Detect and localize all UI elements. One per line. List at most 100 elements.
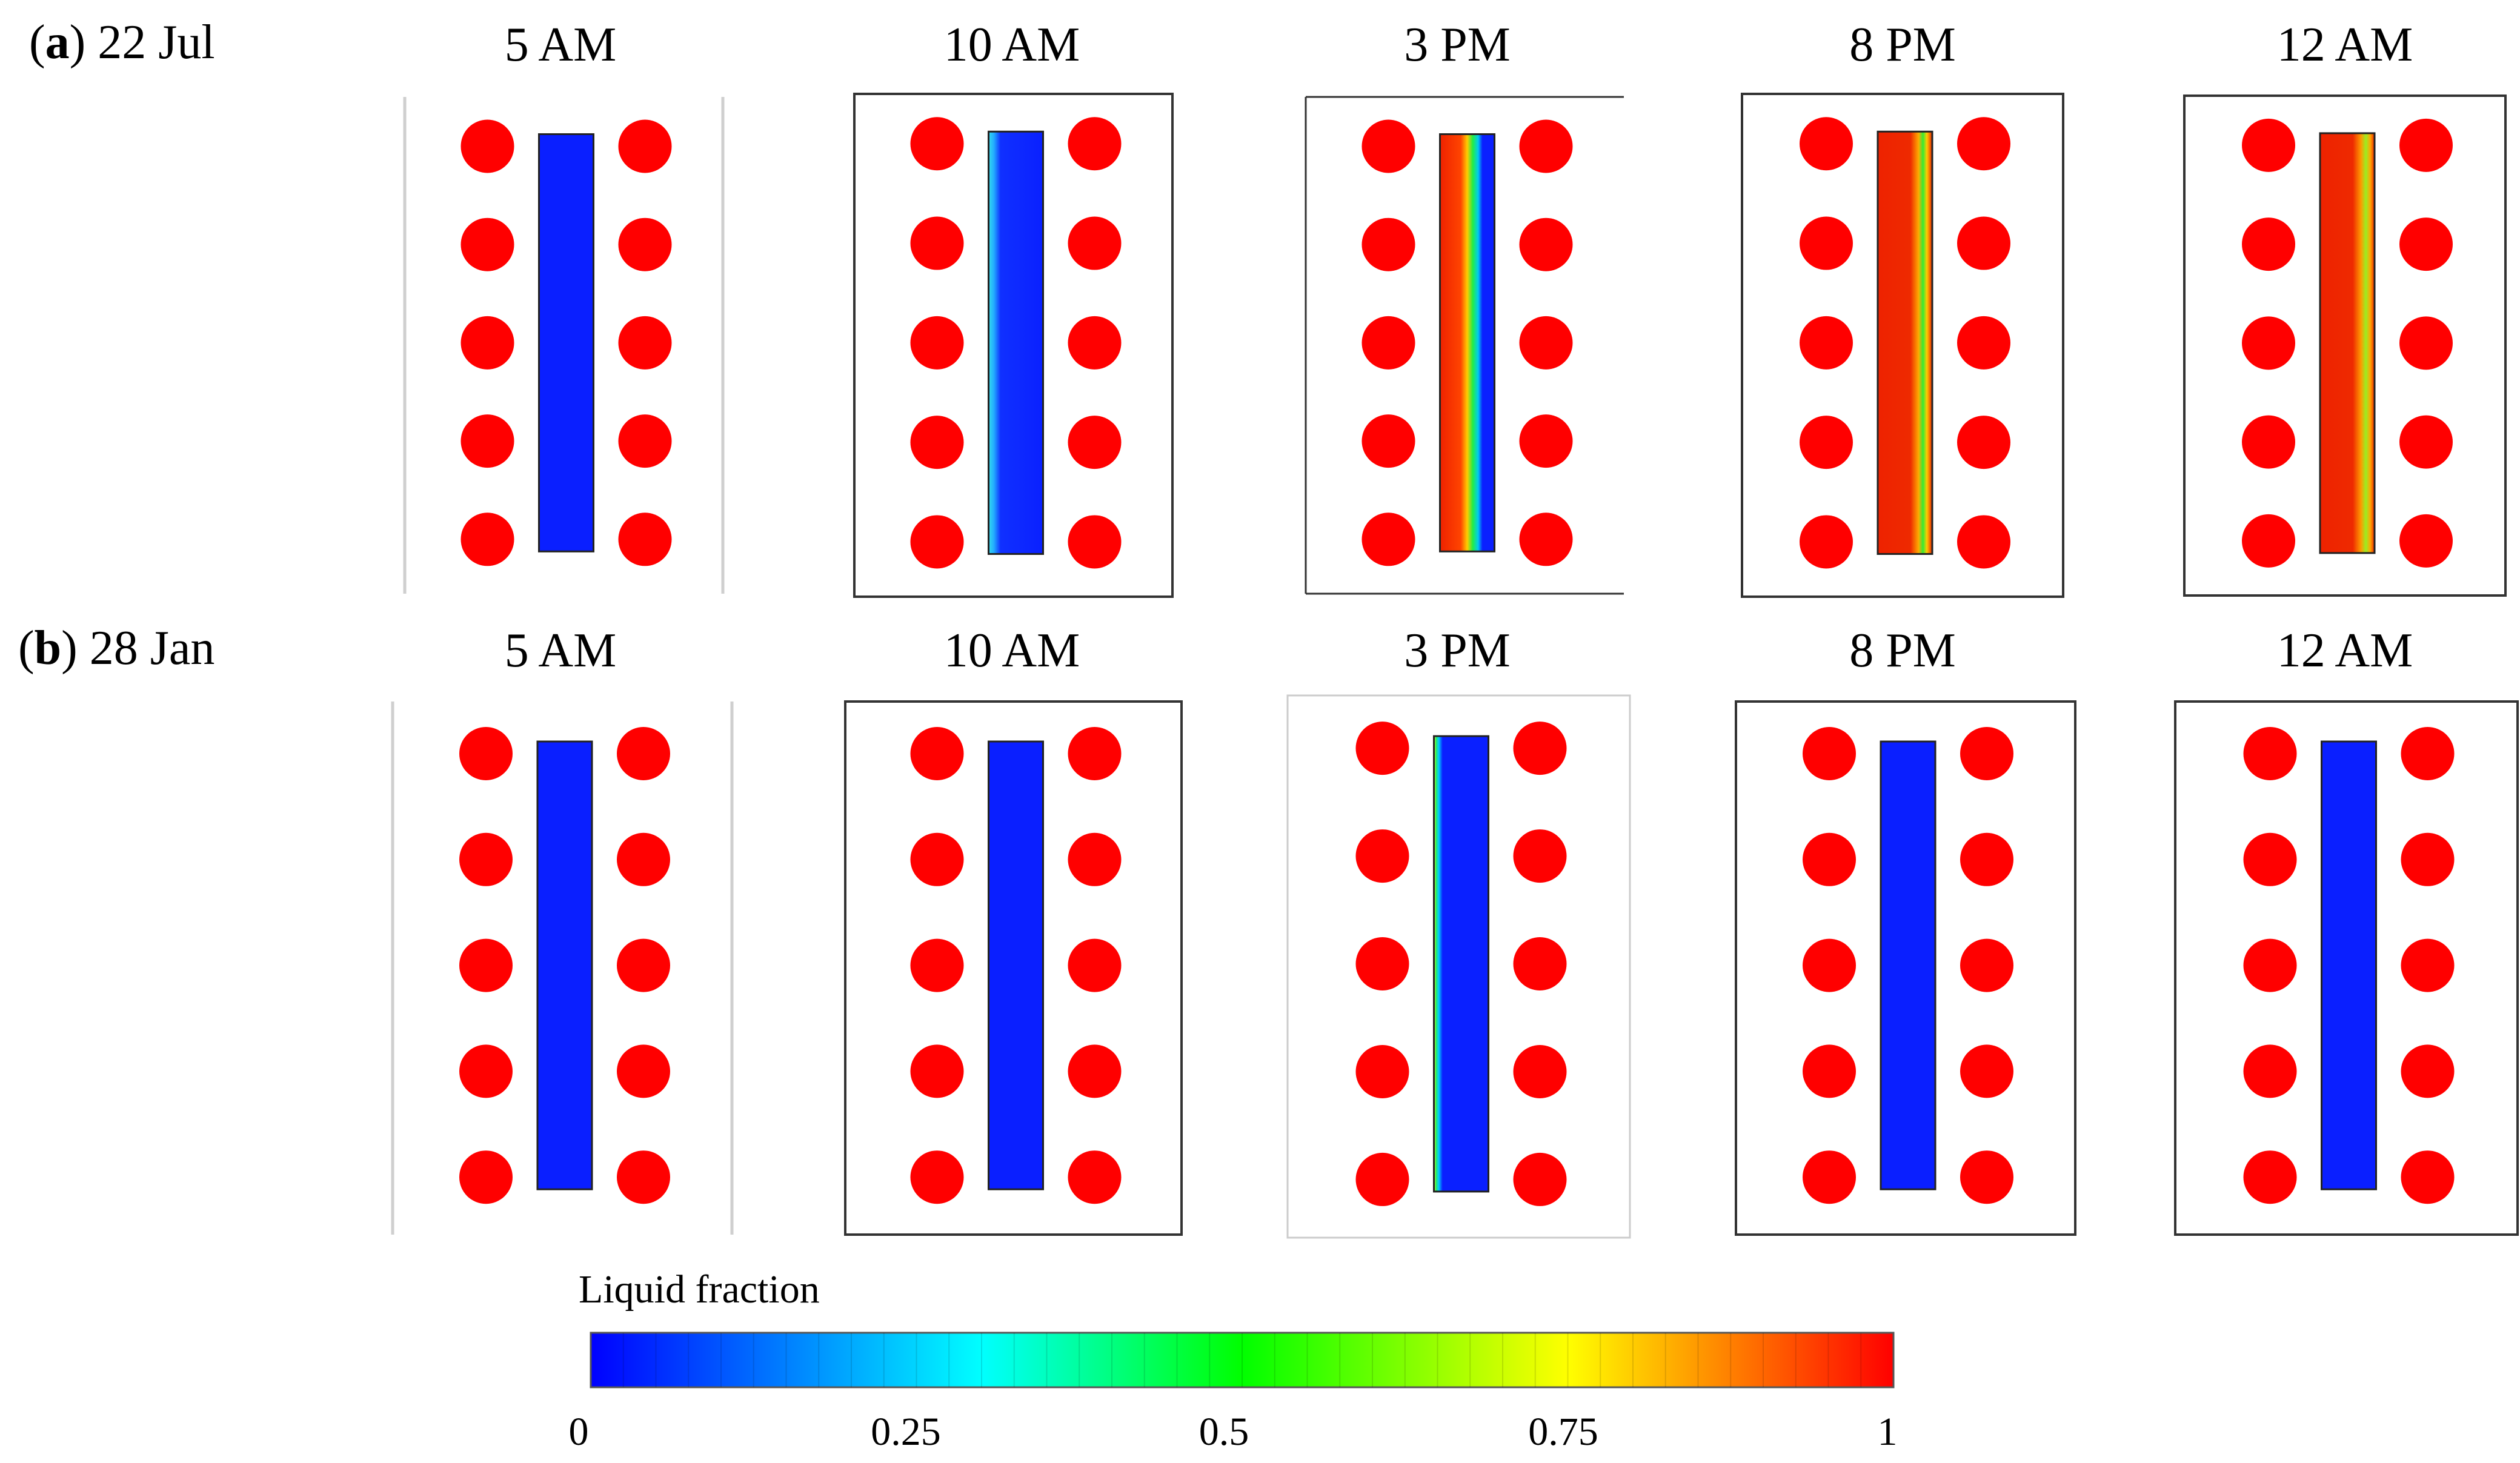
heat-tube-circle (1361, 217, 1415, 271)
heat-tube-circle (460, 414, 514, 468)
heat-tube-circle (1355, 829, 1409, 883)
simulation-panel (391, 702, 734, 1235)
colorbar-title: Liquid fraction (579, 1267, 820, 1312)
row-b-time-title: 5 AM (505, 624, 617, 677)
row-b-time-title: 3 PM (1404, 624, 1511, 677)
heat-tube-circle (1361, 119, 1415, 173)
pcm-slab (1877, 130, 1933, 555)
heat-tube-circle (1957, 316, 2010, 370)
pcm-slab (538, 133, 594, 552)
heat-tube-circle (1361, 316, 1415, 370)
colorbar-tick-label: 0.25 (871, 1410, 941, 1454)
row-a-time-title: 10 AM (944, 18, 1080, 71)
panel-frame (844, 700, 1183, 1236)
heat-tube-circle (1519, 316, 1573, 370)
heat-tube-circle (2401, 832, 2455, 886)
heat-tube-circle (1957, 416, 2010, 469)
heat-tube-circle (1068, 216, 1122, 270)
heat-tube-circle (1355, 1152, 1409, 1206)
heat-tube-circle (910, 1044, 964, 1098)
heat-tube-circle (2399, 316, 2453, 370)
heat-tube-circle (910, 117, 964, 171)
heat-tube-circle (1513, 1152, 1567, 1206)
heat-tube-circle (618, 414, 672, 468)
simulation-panel (2183, 95, 2507, 597)
heat-tube-circle (1803, 1044, 1856, 1098)
pcm-slab (2319, 132, 2376, 554)
heat-tube-circle (1960, 832, 2013, 886)
heat-tube-circle (459, 832, 513, 886)
heat-tube-circle (2401, 1044, 2455, 1098)
heat-tube-circle (617, 1150, 670, 1204)
heat-tube-circle (2243, 1044, 2297, 1098)
pcm-slab (988, 740, 1044, 1190)
colorbar-gradient (590, 1332, 1895, 1388)
row-a-label: (a) 22 Jul (29, 16, 215, 69)
heat-tube-circle (1803, 1150, 1856, 1204)
heat-tube-circle (2242, 316, 2295, 370)
panels-group (391, 93, 2519, 1239)
heat-tube-circle (1957, 515, 2010, 569)
heat-tube-circle (1068, 938, 1122, 992)
simulation-panel (403, 97, 725, 594)
row-b-date: 28 Jan (90, 622, 215, 675)
heat-tube-circle (910, 727, 964, 780)
heat-tube-circle (1960, 727, 2013, 780)
heat-tube-circle (1519, 119, 1573, 173)
heat-tube-circle (2399, 415, 2453, 469)
row-a-letter: a (45, 16, 70, 69)
pcm-slab (2321, 740, 2377, 1190)
simulation-panel (1286, 694, 1631, 1239)
panel-frame (853, 93, 1174, 598)
heat-tube-circle (910, 216, 964, 270)
heat-tube-circle (2243, 1150, 2297, 1204)
panel-frame (1286, 694, 1631, 1239)
heat-tube-circle (460, 316, 514, 370)
heat-tube-circle (618, 513, 672, 566)
heat-tube-circle (1957, 117, 2010, 171)
heat-tube-circle (2401, 727, 2455, 780)
heat-tube-circle (1519, 414, 1573, 468)
heat-tube-circle (2242, 217, 2295, 271)
row-b-label: (b) 28 Jan (18, 622, 214, 675)
heat-tube-circle (1960, 1044, 2013, 1098)
heat-tube-circle (1800, 416, 1853, 469)
heat-tube-circle (2401, 938, 2455, 992)
simulation-panel (1735, 700, 2076, 1236)
pcm-slab (536, 740, 593, 1190)
simulation-panel (844, 700, 1183, 1236)
colorbar-tick-label: 0.5 (1199, 1410, 1249, 1454)
heat-tube-circle (618, 119, 672, 173)
heat-tube-circle (910, 938, 964, 992)
heat-tube-circle (1068, 515, 1122, 569)
heat-tube-circle (2242, 415, 2295, 469)
heat-tube-circle (1800, 216, 1853, 270)
row-b-time-title: 12 AM (2277, 624, 2413, 677)
heat-tube-circle (2399, 217, 2453, 271)
pcm-slab (1433, 735, 1489, 1193)
panel-frame (2174, 700, 2519, 1236)
heat-tube-circle (460, 119, 514, 173)
heat-tube-circle (1960, 938, 2013, 992)
heat-tube-circle (910, 416, 964, 469)
simulation-panel (1305, 96, 1624, 595)
heat-tube-circle (1803, 938, 1856, 992)
panel-frame (2183, 95, 2507, 597)
heat-tube-circle (2243, 938, 2297, 992)
heat-tube-circle (910, 515, 964, 569)
heat-tube-circle (2399, 514, 2453, 568)
heat-tube-circle (1957, 216, 2010, 270)
heat-tube-circle (1355, 722, 1409, 775)
heat-tube-circle (1800, 316, 1853, 370)
heat-tube-circle (1513, 1044, 1567, 1098)
heat-tube-circle (1513, 937, 1567, 991)
heat-tube-circle (910, 1150, 964, 1204)
heat-tube-circle (617, 832, 670, 886)
heat-tube-circle (1513, 829, 1567, 883)
heat-tube-circle (2243, 832, 2297, 886)
row-a-date: 22 Jul (98, 16, 214, 69)
simulation-panel (2174, 700, 2519, 1236)
heat-tube-circle (1068, 1150, 1122, 1204)
heat-tube-circle (1361, 513, 1415, 566)
heat-tube-circle (2401, 1150, 2455, 1204)
